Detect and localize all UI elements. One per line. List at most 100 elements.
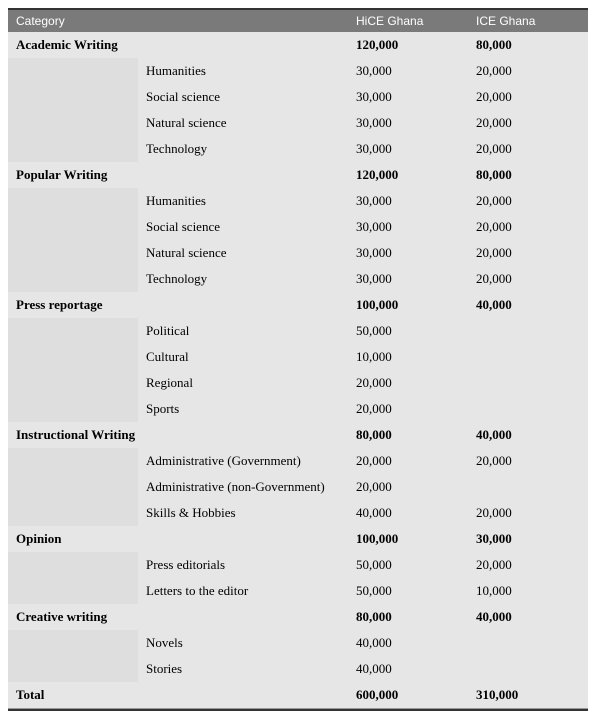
row-ice-value xyxy=(468,344,588,370)
row-hice-value: 30,000 xyxy=(348,58,468,84)
table-row: Humanities30,00020,000 xyxy=(8,58,588,84)
row-hice-value: 20,000 xyxy=(348,448,468,474)
row-hice-value: 30,000 xyxy=(348,110,468,136)
row-hice-value: 120,000 xyxy=(348,162,468,188)
row-ice-value: 10,000 xyxy=(468,578,588,604)
row-indent-cell xyxy=(8,396,138,422)
row-indent-cell xyxy=(8,500,138,526)
row-indent-cell xyxy=(8,630,138,656)
row-label: Total xyxy=(8,682,348,709)
table-row: Academic Writing120,00080,000 xyxy=(8,32,588,58)
table-row: Press editorials50,00020,000 xyxy=(8,552,588,578)
row-ice-value: 20,000 xyxy=(468,136,588,162)
col-header-hice: HiCE Ghana xyxy=(348,10,468,32)
row-ice-value: 40,000 xyxy=(468,292,588,318)
row-hice-value: 600,000 xyxy=(348,682,468,709)
row-label: Novels xyxy=(138,630,348,656)
col-header-category: Category xyxy=(8,10,138,32)
row-ice-value: 40,000 xyxy=(468,604,588,630)
table-row: Press reportage100,00040,000 xyxy=(8,292,588,318)
table-row: Natural science30,00020,000 xyxy=(8,110,588,136)
table-row: Political50,000 xyxy=(8,318,588,344)
row-ice-value: 20,000 xyxy=(468,188,588,214)
row-label: Technology xyxy=(138,266,348,292)
table-row: Technology30,00020,000 xyxy=(8,136,588,162)
row-label: Natural science xyxy=(138,110,348,136)
table-row: Regional20,000 xyxy=(8,370,588,396)
row-hice-value: 20,000 xyxy=(348,370,468,396)
row-indent-cell xyxy=(8,188,138,214)
row-label: Technology xyxy=(138,136,348,162)
table-row: Sports20,000 xyxy=(8,396,588,422)
row-indent-cell xyxy=(8,240,138,266)
row-indent-cell xyxy=(8,578,138,604)
row-label: Popular Writing xyxy=(8,162,348,188)
row-hice-value: 30,000 xyxy=(348,240,468,266)
table-row: Social science30,00020,000 xyxy=(8,214,588,240)
row-ice-value: 20,000 xyxy=(468,84,588,110)
table-row: Social science30,00020,000 xyxy=(8,84,588,110)
row-hice-value: 40,000 xyxy=(348,630,468,656)
row-label: Press editorials xyxy=(138,552,348,578)
row-hice-value: 30,000 xyxy=(348,136,468,162)
table-row: Cultural10,000 xyxy=(8,344,588,370)
row-indent-cell xyxy=(8,344,138,370)
table-row: Instructional Writing80,00040,000 xyxy=(8,422,588,448)
table-row: Total600,000310,000 xyxy=(8,682,588,709)
row-ice-value: 30,000 xyxy=(468,526,588,552)
table-row: Technology30,00020,000 xyxy=(8,266,588,292)
row-label: Humanities xyxy=(138,58,348,84)
row-label: Press reportage xyxy=(8,292,348,318)
table-row: Letters to the editor50,00010,000 xyxy=(8,578,588,604)
row-label: Skills & Hobbies xyxy=(138,500,348,526)
row-ice-value: 20,000 xyxy=(468,214,588,240)
row-indent-cell xyxy=(8,318,138,344)
row-ice-value: 20,000 xyxy=(468,448,588,474)
row-indent-cell xyxy=(8,58,138,84)
corpus-table-container: Category HiCE Ghana ICE Ghana Academic W… xyxy=(8,8,588,711)
row-ice-value: 20,000 xyxy=(468,500,588,526)
row-indent-cell xyxy=(8,84,138,110)
row-ice-value xyxy=(468,474,588,500)
row-hice-value: 30,000 xyxy=(348,188,468,214)
row-hice-value: 10,000 xyxy=(348,344,468,370)
table-row: Popular Writing120,00080,000 xyxy=(8,162,588,188)
row-ice-value xyxy=(468,396,588,422)
table-row: Skills & Hobbies40,00020,000 xyxy=(8,500,588,526)
row-label: Cultural xyxy=(138,344,348,370)
row-ice-value: 40,000 xyxy=(468,422,588,448)
row-ice-value: 20,000 xyxy=(468,58,588,84)
row-hice-value: 20,000 xyxy=(348,396,468,422)
row-ice-value: 20,000 xyxy=(468,266,588,292)
table-row: Administrative (Government)20,00020,000 xyxy=(8,448,588,474)
row-ice-value: 80,000 xyxy=(468,32,588,58)
row-indent-cell xyxy=(8,214,138,240)
row-hice-value: 80,000 xyxy=(348,604,468,630)
row-hice-value: 50,000 xyxy=(348,318,468,344)
row-indent-cell xyxy=(8,552,138,578)
row-ice-value xyxy=(468,630,588,656)
row-indent-cell xyxy=(8,266,138,292)
table-row: Opinion100,00030,000 xyxy=(8,526,588,552)
col-header-blank xyxy=(138,10,348,32)
row-ice-value: 20,000 xyxy=(468,552,588,578)
row-label: Social science xyxy=(138,214,348,240)
row-hice-value: 100,000 xyxy=(348,292,468,318)
row-ice-value: 310,000 xyxy=(468,682,588,709)
row-ice-value xyxy=(468,370,588,396)
row-label: Administrative (non-Government) xyxy=(138,474,348,500)
row-hice-value: 50,000 xyxy=(348,578,468,604)
row-hice-value: 20,000 xyxy=(348,474,468,500)
row-hice-value: 30,000 xyxy=(348,214,468,240)
row-label: Opinion xyxy=(8,526,348,552)
row-indent-cell xyxy=(8,136,138,162)
row-ice-value xyxy=(468,318,588,344)
row-indent-cell xyxy=(8,370,138,396)
row-ice-value xyxy=(468,656,588,682)
table-row: Natural science30,00020,000 xyxy=(8,240,588,266)
row-ice-value: 20,000 xyxy=(468,240,588,266)
col-header-ice: ICE Ghana xyxy=(468,10,588,32)
table-row: Administrative (non-Government)20,000 xyxy=(8,474,588,500)
row-indent-cell xyxy=(8,474,138,500)
table-row: Humanities30,00020,000 xyxy=(8,188,588,214)
